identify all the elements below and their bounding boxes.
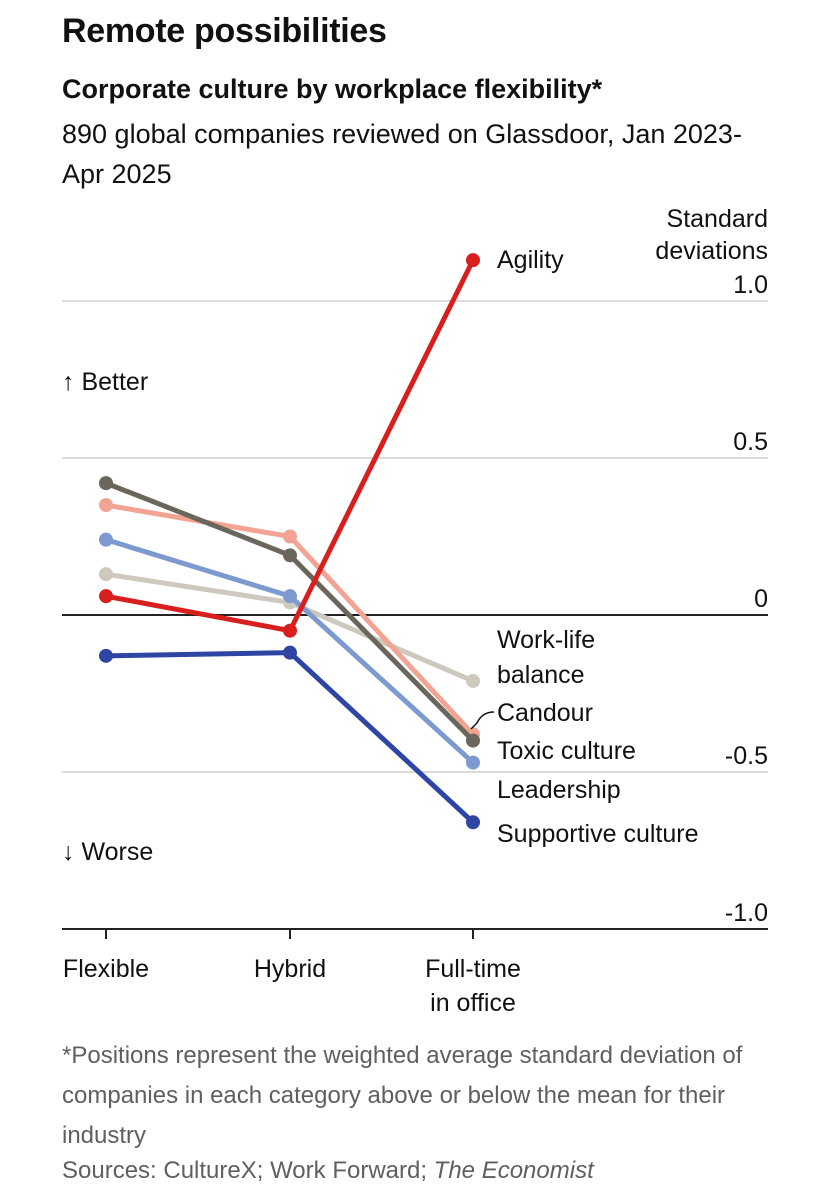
sources-publication: The Economist [433, 1157, 594, 1184]
series-line-agility [103, 257, 476, 634]
chart-description: 890 global companies reviewed on Glassdo… [62, 119, 742, 189]
y-tick-label: 1.0 [733, 271, 768, 299]
worse-annotation: ↓ Worse [62, 838, 153, 866]
sources: Sources: CultureX; Work Forward; The Eco… [62, 1157, 594, 1185]
candour-leader-line [470, 711, 495, 730]
data-point-agility [466, 253, 480, 268]
series-label-work-life-balance: balance [497, 661, 585, 689]
series-label-toxic-culture: Toxic culture [497, 737, 636, 765]
series-label-candour: Candour [497, 699, 593, 727]
series-label-leadership: Leadership [497, 776, 621, 804]
data-point-leadership [99, 532, 113, 547]
data-point-agility [283, 623, 297, 638]
data-point-work-life-balance [466, 673, 480, 688]
chart-title: Remote possibilities [62, 12, 387, 50]
x-tick-label: in office [430, 989, 516, 1017]
x-tick-label: Flexible [63, 955, 149, 983]
chart-subtitle: Corporate culture by workplace flexibili… [62, 74, 603, 104]
y-tick-label: 0.5 [733, 428, 768, 456]
data-point-toxic-culture [99, 476, 113, 491]
y-axis-title: deviations [655, 237, 768, 265]
y-tick-label: 0 [754, 585, 768, 613]
data-point-supportive-culture [283, 645, 297, 660]
y-axis-title: Standard [667, 205, 768, 233]
better-annotation: ↑ Better [62, 368, 148, 396]
data-point-work-life-balance [99, 567, 113, 582]
series-label-supportive-culture: Supportive culture [497, 820, 699, 848]
sources-text: Sources: CultureX; Work Forward; [62, 1157, 434, 1184]
data-point-supportive-culture [466, 815, 480, 830]
data-point-toxic-culture [466, 733, 480, 748]
footnote: *Positions represent the weighted averag… [62, 1042, 743, 1149]
data-point-agility [99, 589, 113, 604]
y-tick-label: -1.0 [725, 899, 768, 927]
series-label-work-life-balance: Work-life [497, 626, 595, 654]
data-point-candour [283, 529, 297, 544]
series-label-agility: Agility [497, 246, 564, 274]
data-point-candour [99, 498, 113, 513]
x-tick-label: Full-time [425, 955, 521, 983]
series-line-toxic-culture [103, 480, 476, 744]
data-point-leadership [283, 589, 297, 604]
x-tick-label: Hybrid [254, 955, 326, 983]
y-tick-label: -0.5 [725, 742, 768, 770]
data-point-toxic-culture [283, 548, 297, 563]
data-point-leadership [466, 755, 480, 770]
data-point-supportive-culture [99, 648, 113, 663]
line-chart: 1.0 0.5 0 -0.5 -1.0 Standard deviations ↑ Bette… [62, 205, 768, 1017]
